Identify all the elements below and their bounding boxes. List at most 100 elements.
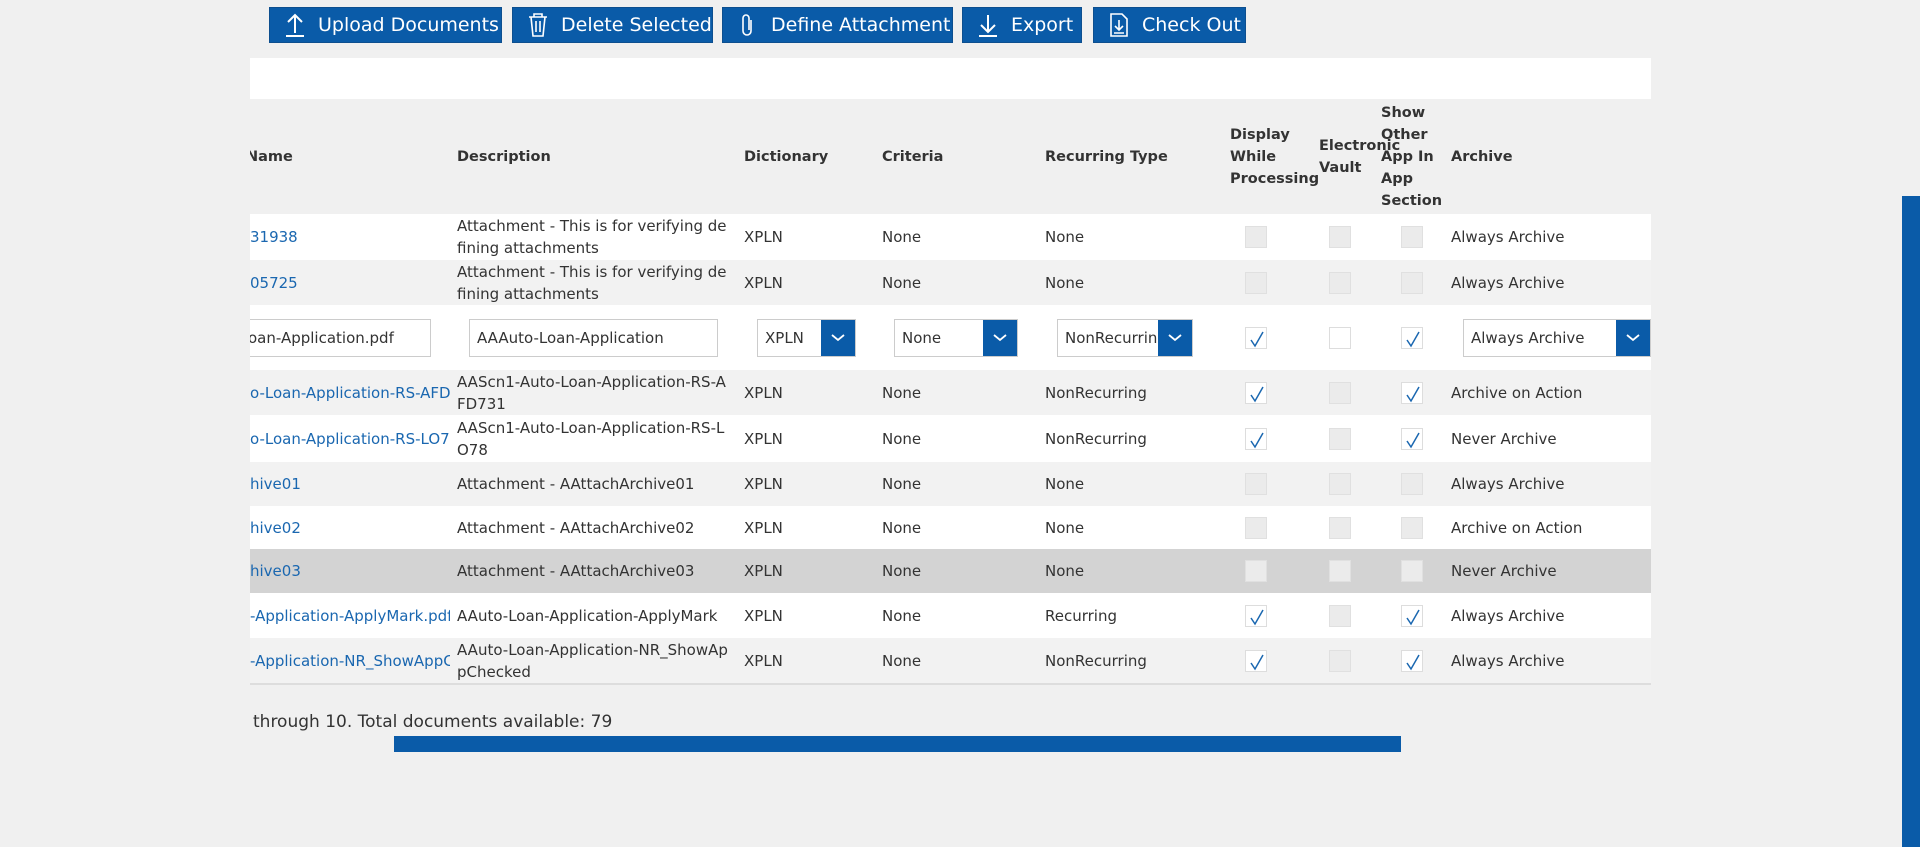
table-row[interactable]: hive01 Attachment - AAttachArchive01 XPLN N… <box>250 462 1651 507</box>
checkbox <box>1401 226 1423 248</box>
checkbox <box>1329 649 1351 672</box>
document-name-link[interactable]: 31938 <box>250 228 298 246</box>
criteria: None <box>882 518 922 537</box>
document-name-link[interactable]: -Application-NR_ShowAppCh <box>250 651 450 670</box>
define-attachment-button[interactable]: Define Attachment <box>722 7 953 43</box>
upload-button[interactable]: Upload Documents <box>269 7 502 43</box>
dropdown-arrow[interactable] <box>1158 319 1192 356</box>
dropdown-arrow[interactable] <box>983 319 1017 356</box>
checkbox <box>1329 427 1351 450</box>
archive: Always Archive <box>1451 273 1565 292</box>
table-row[interactable]: 31938 Attachment - This is for verifying … <box>250 214 1651 261</box>
chevron <box>831 333 845 341</box>
checkbox <box>1245 560 1267 582</box>
document-name-link[interactable]: o-Loan-Application-RS-AFD7 <box>250 383 450 402</box>
column-header[interactable]: Electronic Vault <box>1319 100 1400 214</box>
table-row[interactable]: 05725 Attachment - This is for verifying … <box>250 260 1651 306</box>
column-header[interactable]: Show Other App In App Section <box>1381 100 1442 214</box>
recurring-select[interactable]: NonRecurring <box>1057 318 1193 357</box>
checkbox <box>1329 516 1351 539</box>
recurring-type: None <box>1045 562 1085 580</box>
column-header[interactable]: Name <box>250 100 446 214</box>
checkbox[interactable] <box>1401 326 1423 349</box>
recurring-type: None <box>1045 475 1085 493</box>
archive: Never Archive <box>1451 562 1557 580</box>
document-name-link[interactable]: 05725 <box>250 273 298 292</box>
checkbox <box>1245 649 1267 672</box>
paperclip-icon <box>742 14 752 36</box>
document-name-link[interactable]: hive03 <box>250 562 301 580</box>
dropdown-arrow[interactable] <box>1616 319 1650 356</box>
vertical-scrollbar[interactable] <box>1902 196 1920 847</box>
dictionary: XPLN <box>744 562 783 580</box>
button-label: Export <box>1011 14 1074 36</box>
checkbox <box>1401 381 1423 404</box>
criteria: None <box>882 228 922 246</box>
table-row[interactable]: oan-Application.pdf AAAuto-Loan-Applicati… <box>250 305 1651 371</box>
field-value: AAAuto-Loan-Application <box>477 328 664 347</box>
column-header[interactable]: Criteria <box>882 100 1002 214</box>
recurring-type: NonRecurring <box>1045 429 1147 448</box>
table-row[interactable]: -Application-NR_ShowAppCh AAuto-Loan-Appl… <box>250 638 1651 684</box>
name-input[interactable]: oan-Application.pdf <box>250 318 431 357</box>
column-header[interactable]: Archive <box>1451 100 1601 214</box>
document-name-link[interactable]: hive01 <box>250 475 301 493</box>
checkbox <box>1401 649 1423 672</box>
dropdown-arrow[interactable] <box>821 319 855 356</box>
chevron <box>1168 333 1182 341</box>
export-button[interactable]: Export <box>962 7 1082 43</box>
field-value: XPLN <box>765 328 804 347</box>
table-row[interactable]: o-Loan-Application-RS-AFD7 AAScn1-Auto-Lo… <box>250 370 1651 416</box>
checkbox[interactable] <box>1329 326 1351 349</box>
check-mark <box>1406 432 1420 448</box>
checkbox <box>1329 271 1351 294</box>
criteria: None <box>882 383 922 402</box>
column-header[interactable]: Recurring Type <box>1045 100 1205 214</box>
checkbox <box>1329 604 1351 627</box>
document-name-link[interactable]: o-Loan-Application-RS-LO78. <box>250 429 450 448</box>
table-row[interactable]: o-Loan-Application-RS-LO78. AAScn1-Auto-L… <box>250 415 1651 463</box>
table-row[interactable]: hive02 Attachment - AAttachArchive02 XPLN N… <box>250 506 1651 550</box>
pagination-status: through 10. Total documents available: 7… <box>253 712 613 732</box>
archive-select[interactable]: Always Archive <box>1463 318 1651 357</box>
field-value: NonRecurring <box>1065 328 1167 347</box>
download-icon <box>979 15 997 37</box>
dictionary: XPLN <box>744 518 783 537</box>
checkbox <box>1401 427 1423 450</box>
document-name-link[interactable]: hive02 <box>250 518 301 537</box>
recurring-type: None <box>1045 518 1085 537</box>
dictionary-select[interactable]: XPLN <box>757 318 856 357</box>
checkout-icon <box>1110 13 1128 37</box>
column-header[interactable]: Dictionary <box>744 100 864 214</box>
dictionary: XPLN <box>744 651 783 670</box>
horizontal-scrollbar[interactable] <box>394 736 1401 752</box>
archive: Archive on Action <box>1451 383 1583 402</box>
column-header[interactable]: Display While Processing <box>1230 100 1319 214</box>
chevron <box>1626 333 1640 341</box>
check-out-button[interactable]: Check Out <box>1093 7 1246 43</box>
archive: Always Archive <box>1451 606 1565 625</box>
column-header[interactable]: Description <box>457 100 687 214</box>
field-value: oan-Application.pdf <box>250 328 394 347</box>
table-row[interactable]: -Application-ApplyMark.pdf AAuto-Loan-App… <box>250 593 1651 639</box>
archive: Archive on Action <box>1451 518 1583 537</box>
delete-button[interactable]: Delete Selected <box>512 7 713 43</box>
dictionary: XPLN <box>744 606 783 625</box>
checkbox <box>1245 226 1267 248</box>
archive: Never Archive <box>1451 429 1557 448</box>
criteria: None <box>882 562 922 580</box>
field-value: Always Archive <box>1471 328 1585 347</box>
check-mark <box>1250 432 1264 448</box>
criteria: None <box>882 475 922 493</box>
checkbox[interactable] <box>1245 326 1267 349</box>
recurring-type: NonRecurring <box>1045 383 1147 402</box>
document-name-link[interactable]: -Application-ApplyMark.pdf <box>250 606 450 625</box>
table-row[interactable]: hive03 Attachment - AAttachArchive03 XPLN N… <box>250 549 1651 594</box>
check-mark <box>1406 386 1420 402</box>
criteria-select[interactable]: None <box>894 318 1018 357</box>
checkbox <box>1401 271 1423 294</box>
recurring-type: NonRecurring <box>1045 651 1147 670</box>
description: AAuto-Loan-Application-NR_ShowAppChecked <box>457 640 728 681</box>
description-input[interactable]: AAAuto-Loan-Application <box>469 318 718 357</box>
